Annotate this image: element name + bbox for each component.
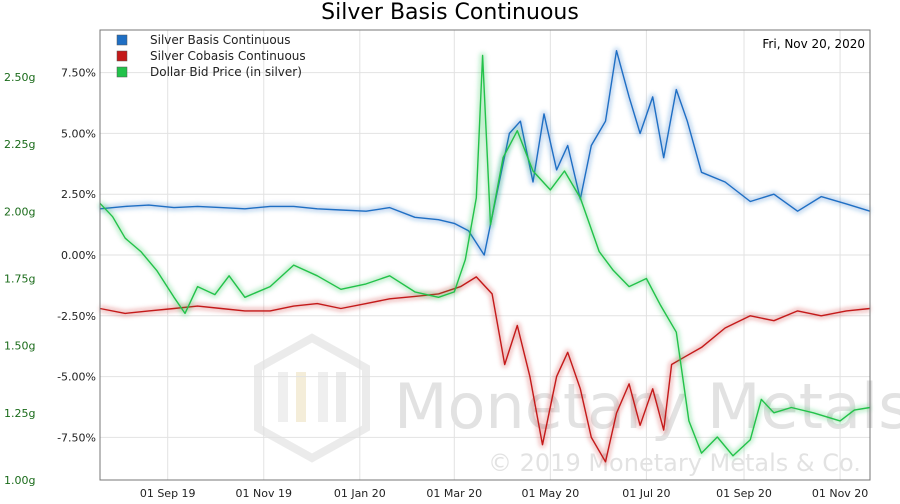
date-label: Fri, Nov 20, 2020 — [762, 37, 865, 51]
x-tick-1: 01 Nov 19 — [236, 487, 292, 500]
x-tick-5: 01 Jul 20 — [622, 487, 670, 500]
y-right-tick-5: -5.00% — [57, 371, 96, 384]
x-ticks: 01 Sep 19 01 Nov 19 01 Jan 20 01 Mar 20 01 M… — [140, 487, 868, 500]
y-right-tick-1: 5.00% — [61, 127, 96, 140]
y-right-tick-0: 7.50% — [61, 67, 96, 80]
plot-frame — [99, 29, 871, 481]
series-line-1 — [99, 276, 871, 463]
legend-label-0: Silver Basis Continuous — [150, 33, 291, 47]
y-right-tick-3: 0.00% — [61, 249, 96, 262]
x-tick-0: 01 Sep 19 — [140, 487, 196, 500]
y-left-tick-3: 1.75g — [4, 273, 35, 286]
legend-swatch-0 — [116, 34, 128, 46]
y-left-tick-1: 2.25g — [4, 138, 35, 151]
legend-label-2: Dollar Bid Price (in silver) — [150, 65, 302, 79]
series-line-0 — [99, 50, 871, 256]
x-tick-3: 01 Mar 20 — [426, 487, 482, 500]
y-right-tick-4: -2.50% — [57, 310, 96, 323]
y-left-tick-5: 1.25g — [4, 407, 35, 420]
series-line-2 — [99, 54, 871, 457]
x-tick-6: 01 Sep 20 — [716, 487, 772, 500]
y-left-ticks: 2.50g 2.25g 2.00g 1.75g 1.50g 1.25g 1.00g — [4, 71, 35, 487]
y-right-tick-2: 2.50% — [61, 188, 96, 201]
x-tick-7: 01 Nov 20 — [812, 487, 868, 500]
legend: Silver Basis Continuous Silver Cobasis Co… — [116, 33, 306, 79]
y-right-tick-6: -7.50% — [57, 431, 96, 444]
chart-title: Silver Basis Continuous — [321, 0, 579, 25]
watermark-copyright: © 2019 Monetary Metals & Co. — [488, 449, 861, 477]
legend-swatch-1 — [116, 50, 128, 62]
legend-label-1: Silver Cobasis Continuous — [150, 49, 306, 63]
watermark-logo-icon — [254, 333, 370, 463]
x-tick-2: 01 Jan 20 — [334, 487, 386, 500]
legend-swatch-2 — [116, 66, 128, 78]
y-left-tick-2: 2.00g — [4, 205, 35, 218]
y-left-tick-6: 1.00g — [4, 474, 35, 487]
x-tick-4: 01 May 20 — [521, 487, 579, 500]
y-right-ticks: 7.50% 5.00% 2.50% 0.00% -2.50% -5.00% -7.50% — [57, 67, 96, 445]
y-left-tick-0: 2.50g — [4, 71, 35, 84]
y-left-tick-4: 1.50g — [4, 340, 35, 353]
series-layer — [97, 47, 871, 465]
